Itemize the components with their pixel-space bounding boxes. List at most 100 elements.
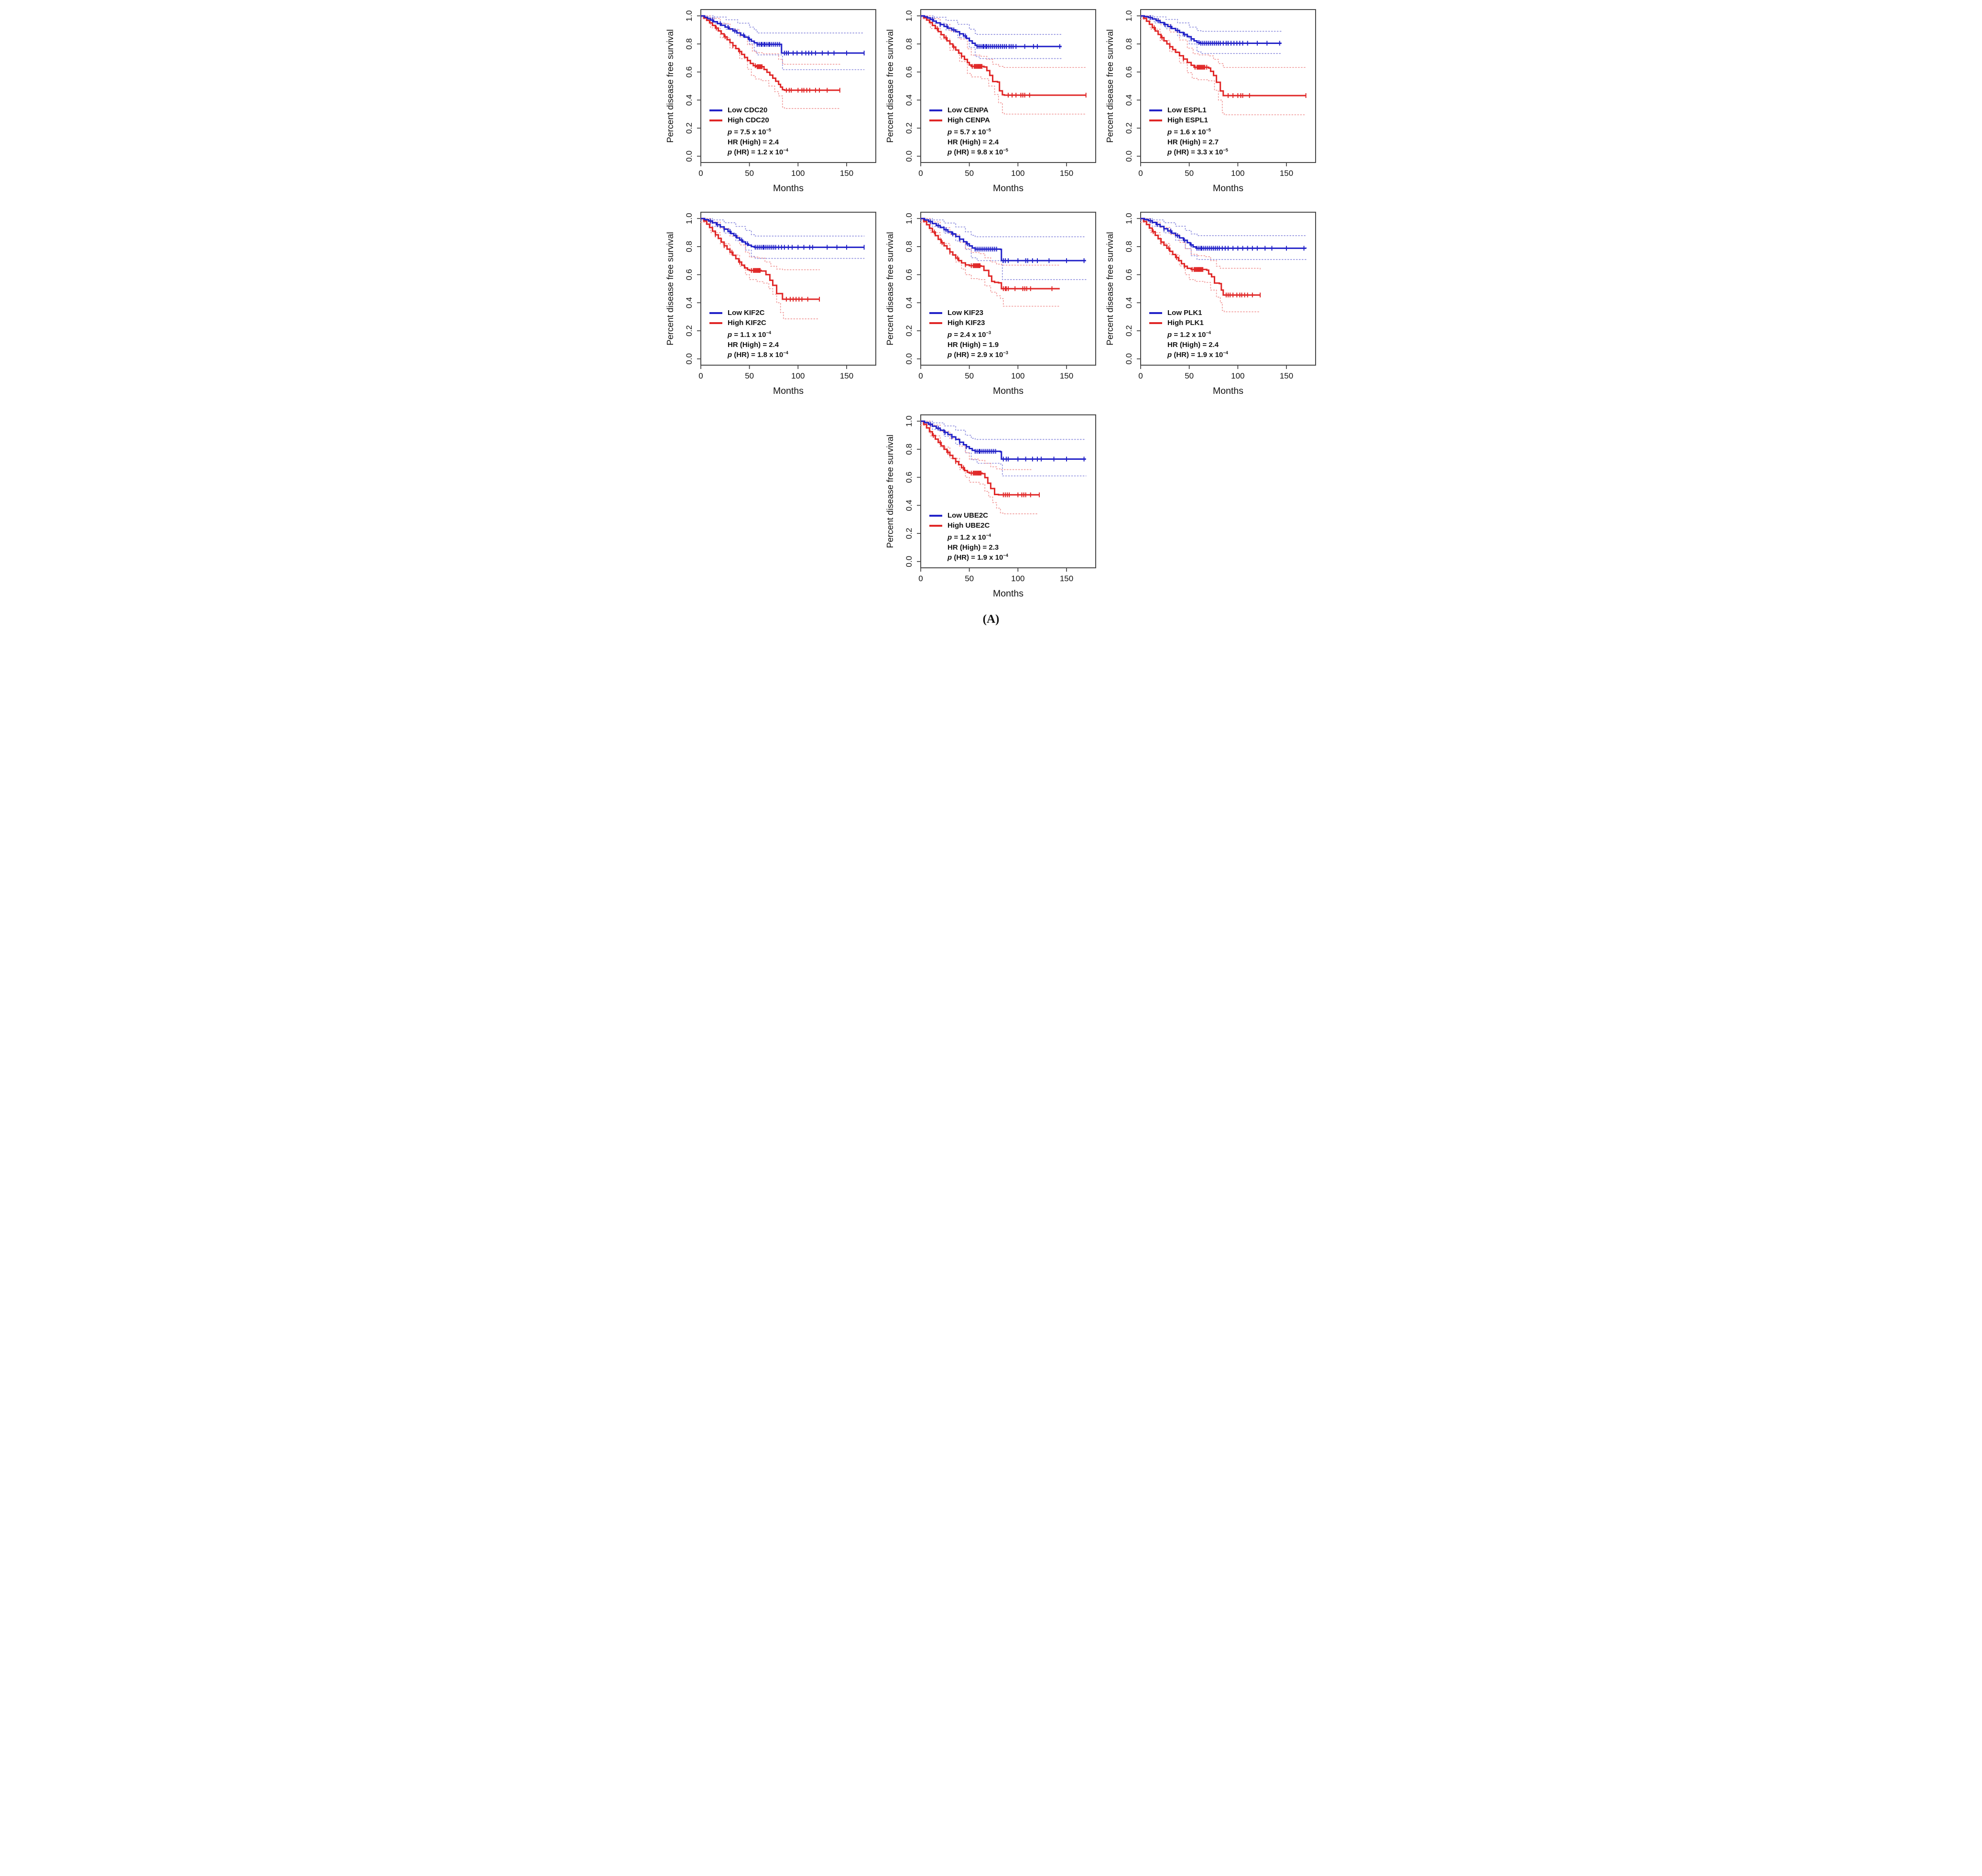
stat-exponent: −5 xyxy=(1223,148,1228,152)
x-tick-label: 0 xyxy=(918,371,923,380)
stat-p-symbol: p xyxy=(947,533,952,542)
stats-block: p = 1.2 x 10−4 HR (High) = 2.4 p (HR) = … xyxy=(1167,328,1228,359)
stat-p-symbol: p xyxy=(947,331,952,339)
x-tick-label: 150 xyxy=(1280,371,1293,380)
plot-legend: Low KIF23 High KIF23 p = 2.4 x 10−3 HR (… xyxy=(929,308,1008,359)
high-ci-upper-curve xyxy=(920,15,1087,68)
stat-line: HR (High) = 1.9 xyxy=(947,338,1008,349)
stat-exponent: −4 xyxy=(986,533,991,538)
figure-grid: 0 50 100 150 0.0 0.2 0.4 0.6 0.8 1.0 Percent disea… xyxy=(661,3,1321,611)
stat-text: = 5.7 x 10 xyxy=(952,128,986,136)
stat-line: HR (High) = 2.4 xyxy=(947,135,1008,146)
x-tick-label: 50 xyxy=(745,371,754,380)
stat-exponent: −5 xyxy=(986,128,991,132)
stat-line: p = 5.7 x 10−5 xyxy=(947,125,1008,136)
low-survival-curve xyxy=(1141,217,1307,249)
stat-exponent: −4 xyxy=(766,330,772,335)
stat-line: p = 1.1 x 10−4 xyxy=(728,328,788,339)
stats-block: p = 7.5 x 10−5 HR (High) = 2.4 p (HR) = … xyxy=(728,125,788,156)
stat-line: p (HR) = 2.9 x 10−3 xyxy=(947,348,1008,359)
x-tick-label: 150 xyxy=(1060,169,1073,178)
low-ci-lower-curve xyxy=(920,423,1087,477)
y-tick-label: 0.4 xyxy=(1124,95,1133,106)
stat-text: HR (High) = 2.3 xyxy=(947,543,999,552)
high-survival-curve xyxy=(701,15,840,91)
y-tick-label: 0.8 xyxy=(685,38,694,50)
y-tick-label: 0.2 xyxy=(904,122,914,134)
stat-p-symbol: p xyxy=(728,148,732,156)
low-ci-upper-curve xyxy=(920,218,1087,238)
stat-text: (HR) = 1.8 x 10 xyxy=(732,351,784,359)
stat-line: p (HR) = 1.2 x 10−4 xyxy=(728,145,788,156)
y-tick-label: 1.0 xyxy=(685,10,694,22)
x-tick-label: 100 xyxy=(1011,371,1024,380)
y-tick-label: 0.0 xyxy=(1124,353,1133,365)
stat-line: HR (High) = 2.4 xyxy=(728,135,788,146)
stat-exponent: −5 xyxy=(1003,148,1008,152)
low-ci-upper-curve xyxy=(700,218,865,237)
high-line-swatch xyxy=(709,119,722,121)
y-tick-label: 0.8 xyxy=(904,444,914,455)
high-line-swatch xyxy=(709,322,722,324)
x-tick-label: 0 xyxy=(698,371,703,380)
y-tick-label: 0.6 xyxy=(904,269,914,281)
legend-label-high: High CDC20 xyxy=(728,116,769,124)
y-tick-label: 1.0 xyxy=(904,10,914,22)
legend-row-high: High ESPL1 xyxy=(1149,115,1228,125)
stat-p-symbol: p xyxy=(947,148,952,156)
survival-plot: 0 50 100 150 0.0 0.2 0.4 0.6 0.8 1.0 Percent disea… xyxy=(665,212,876,396)
high-line-swatch xyxy=(1149,119,1162,121)
stat-line: p (HR) = 1.8 x 10−4 xyxy=(728,348,788,359)
x-axis-label: Months xyxy=(1213,386,1243,396)
legend-label-low: Low UBE2C xyxy=(947,511,989,520)
y-tick-label: 1.0 xyxy=(904,213,914,224)
high-ci-lower-curve xyxy=(1140,19,1307,116)
low-ci-lower-curve xyxy=(1140,219,1307,260)
km-panel-kif2c: 0 50 100 150 0.0 0.2 0.4 0.6 0.8 1.0 Percent disea… xyxy=(661,206,881,408)
stat-exponent: −3 xyxy=(1003,350,1008,355)
high-ci-lower-curve xyxy=(920,18,1087,115)
x-axis-label: Months xyxy=(773,183,804,194)
x-tick-label: 150 xyxy=(1060,371,1073,380)
legend-label-low: Low CDC20 xyxy=(728,106,768,114)
legend-label-low: Low PLK1 xyxy=(1167,308,1202,317)
plot-legend: Low CENPA High CENPA p = 5.7 x 10−5 HR (… xyxy=(929,105,1008,156)
legend-row-high: High PLK1 xyxy=(1149,318,1228,328)
stat-text: (HR) = 1.9 x 10 xyxy=(952,553,1003,562)
y-tick-label: 0.2 xyxy=(685,325,694,336)
stat-p-symbol: p xyxy=(1167,331,1172,339)
legend-row-high: High KIF2C xyxy=(709,318,788,328)
low-line-swatch xyxy=(929,312,942,314)
x-tick-label: 0 xyxy=(1138,169,1143,178)
y-tick-label: 0.2 xyxy=(1124,122,1133,134)
low-line-swatch xyxy=(929,514,942,517)
stat-exponent: −3 xyxy=(986,330,991,335)
y-tick-label: 0.6 xyxy=(1124,269,1133,281)
legend-row-low: Low CDC20 xyxy=(709,105,788,115)
y-tick-label: 1.0 xyxy=(904,415,914,427)
stat-line: p = 1.2 x 10−4 xyxy=(1167,328,1228,339)
stat-line: p (HR) = 3.3 x 10−5 xyxy=(1167,145,1228,156)
x-tick-label: 150 xyxy=(1280,169,1293,178)
legend-label-high: High CENPA xyxy=(947,116,990,124)
y-tick-label: 0.6 xyxy=(685,66,694,78)
low-ci-upper-curve xyxy=(920,15,1062,35)
legend-row-high: High CDC20 xyxy=(709,115,788,125)
stat-text: HR (High) = 1.9 xyxy=(947,341,999,349)
x-tick-label: 100 xyxy=(1011,574,1024,583)
y-axis-label: Percent disease free survival xyxy=(665,29,675,143)
stat-line: p (HR) = 1.9 x 10−4 xyxy=(947,551,1008,562)
km-panel-cdc20: 0 50 100 150 0.0 0.2 0.4 0.6 0.8 1.0 Percent disea… xyxy=(661,3,881,206)
stat-text: = 1.2 x 10 xyxy=(1172,331,1206,339)
x-tick-label: 50 xyxy=(1185,169,1194,178)
stat-text: (HR) = 1.9 x 10 xyxy=(1172,351,1223,359)
low-ci-upper-curve xyxy=(1140,218,1307,236)
stat-exponent: −4 xyxy=(1003,553,1008,558)
stat-text: HR (High) = 2.4 xyxy=(728,138,779,146)
y-axis-label: Percent disease free survival xyxy=(1105,29,1115,143)
stats-block: p = 5.7 x 10−5 HR (High) = 2.4 p (HR) = … xyxy=(947,125,1008,156)
stat-exponent: −4 xyxy=(783,148,788,152)
high-survival-curve xyxy=(1141,15,1306,97)
y-tick-label: 1.0 xyxy=(1124,10,1133,22)
x-tick-label: 0 xyxy=(918,169,923,178)
